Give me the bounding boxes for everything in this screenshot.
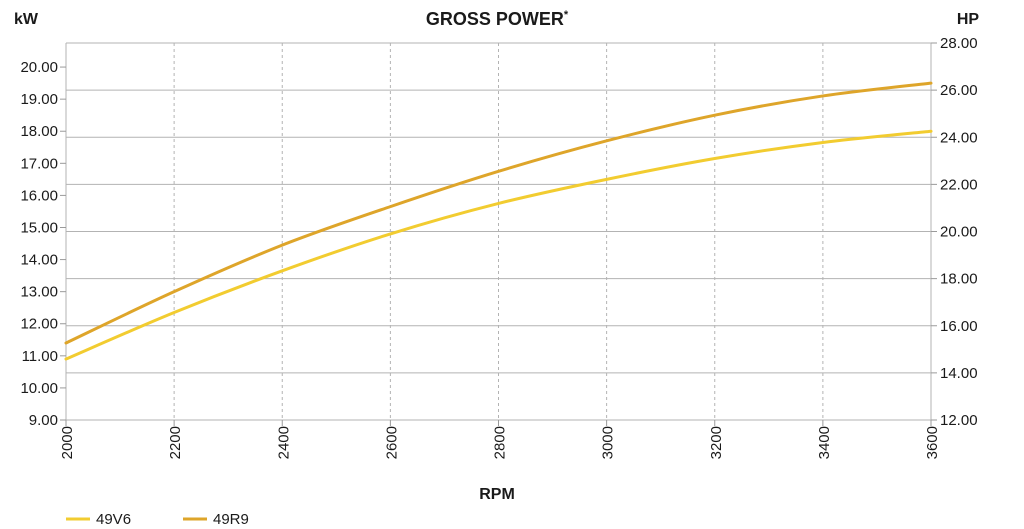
left-tick-label: 15.00 [20, 219, 58, 236]
right-tick-label: 28.00 [940, 35, 978, 52]
right-tick-label: 16.00 [940, 318, 978, 335]
x-tick-label: 3200 [708, 426, 725, 459]
left-tick-label: 19.00 [20, 91, 58, 108]
right-tick-label: 24.00 [940, 129, 978, 146]
x-tick-label: 2200 [167, 426, 184, 459]
legend-label-49r9: 49R9 [213, 511, 249, 528]
left-tick-label: 10.00 [20, 380, 58, 397]
left-tick-label: 14.00 [20, 252, 58, 269]
x-tick-label: 2000 [59, 426, 76, 459]
x-tick-label: 3400 [816, 426, 833, 459]
right-tick-label: 12.00 [940, 412, 978, 429]
right-tick-label: 26.00 [940, 82, 978, 99]
x-tick-label: 2400 [275, 426, 292, 459]
right-tick-label: 22.00 [940, 176, 978, 193]
series-layer [64, 81, 933, 361]
x-tick-label: 3600 [924, 426, 941, 459]
legend-label-49v6: 49V6 [96, 511, 131, 528]
chart-title-text: GROSS POWER [426, 9, 564, 29]
x-axis-title: RPM [479, 486, 515, 503]
right-tick-label: 20.00 [940, 224, 978, 241]
ticks-layer: 9.00 10.00 11.00 12.00 13.00 14.00 15.00 16.00 1… [20, 35, 977, 459]
x-tick-label: 2800 [492, 426, 509, 459]
left-tick-label: 13.00 [20, 284, 58, 301]
grid-layer [66, 42, 931, 420]
left-tick-label: 12.00 [20, 316, 58, 333]
legend: 49V6 49R9 [66, 511, 249, 528]
right-axis-unit: HP [957, 11, 980, 28]
series-line-49v6 [64, 129, 933, 361]
right-tick-label: 14.00 [940, 365, 978, 382]
series-line-49r9 [64, 81, 933, 345]
chart-title-mark: * [564, 9, 569, 21]
left-tick-label: 20.00 [20, 59, 58, 76]
left-tick-label: 9.00 [29, 412, 58, 429]
x-tick-label: 2600 [383, 426, 400, 459]
x-tick-label: 3000 [600, 426, 617, 459]
chart-title: GROSS POWER* [426, 9, 569, 29]
left-axis-unit: kW [14, 11, 39, 28]
left-tick-label: 11.00 [22, 348, 58, 365]
left-tick-label: 17.00 [20, 155, 58, 172]
left-tick-label: 16.00 [20, 187, 58, 204]
right-tick-label: 18.00 [940, 271, 978, 288]
left-tick-label: 18.00 [20, 123, 58, 140]
